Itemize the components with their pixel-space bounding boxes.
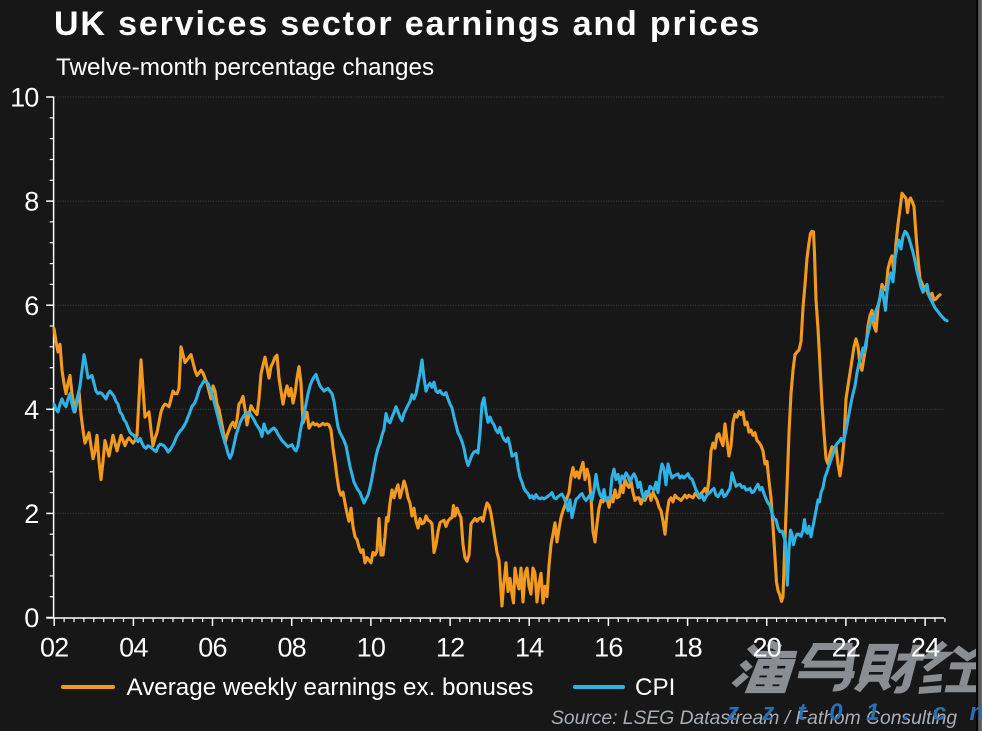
- svg-text:10: 10: [10, 83, 38, 113]
- svg-text:12: 12: [436, 633, 464, 663]
- svg-text:08: 08: [277, 633, 305, 663]
- svg-text:10: 10: [357, 633, 385, 663]
- svg-text:06: 06: [198, 633, 226, 663]
- svg-text:6: 6: [24, 291, 38, 321]
- svg-text:24: 24: [911, 633, 940, 663]
- svg-text:0: 0: [24, 603, 38, 633]
- svg-text:4: 4: [24, 395, 39, 425]
- svg-text:18: 18: [673, 633, 701, 663]
- svg-text:22: 22: [832, 633, 860, 663]
- svg-text:04: 04: [119, 633, 148, 663]
- svg-text:16: 16: [594, 633, 622, 663]
- svg-text:14: 14: [515, 633, 544, 663]
- svg-text:2: 2: [24, 499, 38, 529]
- svg-text:8: 8: [24, 187, 38, 217]
- svg-text:02: 02: [40, 633, 68, 663]
- svg-text:20: 20: [752, 633, 780, 663]
